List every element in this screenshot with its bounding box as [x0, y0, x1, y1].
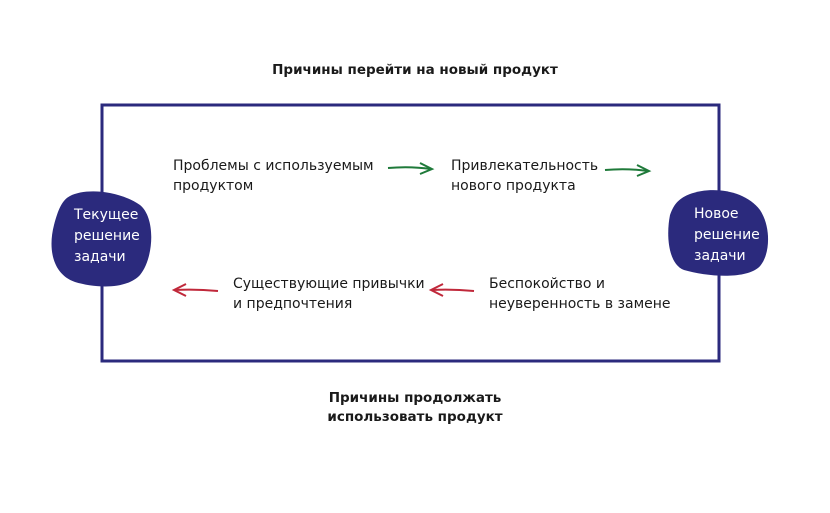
arrow-attraction-to-new — [604, 164, 652, 177]
arrow-anxiety-to-habits — [428, 283, 475, 297]
attraction-line-1: Привлекательность — [451, 158, 599, 174]
title-switch-reasons: Причины перейти на новый продукт — [272, 62, 558, 78]
title-stay-line-1: Причины продолжать — [328, 390, 502, 406]
habits-line-1: Существующие привычки — [233, 276, 425, 292]
new-solution-label: Новое решение задачи — [694, 204, 760, 267]
current-line-1: Текущее — [74, 207, 139, 223]
current-solution-label: Текущее решение задачи — [74, 205, 140, 268]
new-solution-blob — [668, 190, 769, 276]
frame-rectangle — [100, 103, 721, 363]
new-line-1: Новое — [694, 206, 739, 222]
current-line-2: решение — [74, 228, 140, 244]
force-attraction: Привлекательность нового продукта — [451, 156, 598, 196]
title-stay-line-2: использовать продукт — [327, 409, 503, 425]
force-problems: Проблемы с используемым продуктом — [173, 156, 374, 196]
arrow-problems-to-attraction — [387, 162, 435, 175]
force-habits: Существующие привычки и предпочтения — [233, 274, 425, 314]
current-solution-blob — [51, 191, 152, 287]
force-anxiety: Беспокойство и неуверенность в замене — [489, 274, 671, 314]
new-line-3: задачи — [694, 248, 746, 264]
new-line-2: решение — [694, 227, 760, 243]
attraction-line-2: нового продукта — [451, 178, 576, 194]
anxiety-line-1: Беспокойство и — [489, 276, 605, 292]
arrow-habits-to-current — [171, 283, 219, 297]
problems-line-1: Проблемы с используемым — [173, 158, 374, 174]
habits-line-2: и предпочтения — [233, 296, 353, 312]
current-line-3: задачи — [74, 249, 126, 265]
problems-line-2: продуктом — [173, 178, 254, 194]
anxiety-line-2: неуверенность в замене — [489, 296, 671, 312]
title-stay-reasons: Причины продолжать использовать продукт — [215, 389, 615, 427]
